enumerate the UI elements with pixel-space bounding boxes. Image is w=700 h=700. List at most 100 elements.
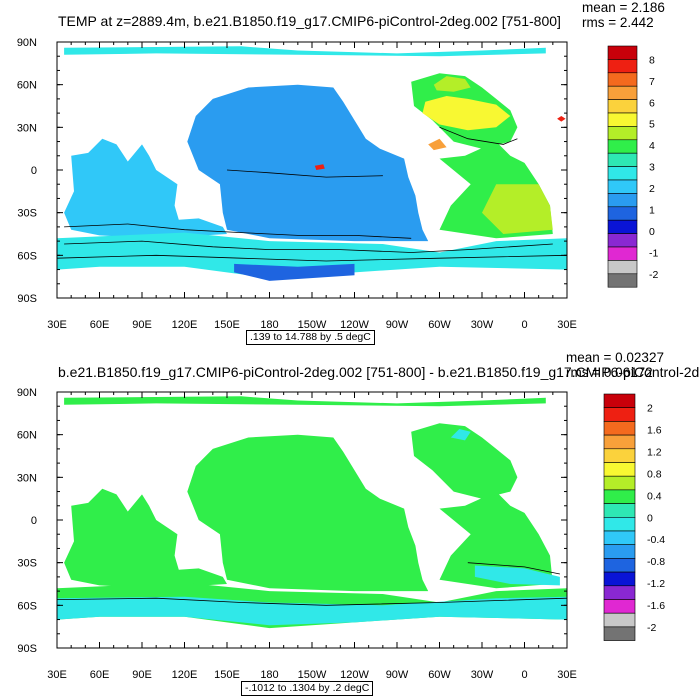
labrador-sea [450,429,471,441]
lat-tick-label: 0 [31,165,37,177]
colorbar-swatch [607,166,638,181]
arctic-ocean [64,396,546,407]
southern-ocean-cool [57,596,567,626]
lon-tick-label: 60E [90,669,110,681]
axis-ticks: 30E 60E 90E 120E 150E 180 150W 120W 90W 60W 30W 0 30… [17,37,577,331]
colorbar-label: 0.4 [647,490,662,502]
colorbar-label: 0 [647,512,653,524]
lat-tick-label: 90S [17,293,37,305]
lon-tick-label: 0 [521,669,527,681]
deep-water-patch [234,263,355,281]
lat-tick-label: 60N [17,430,37,442]
colorbar-swatch [607,72,638,87]
lon-tick-label: 180 [260,669,278,681]
axis-ticks: 30E 60E 90E 120E 150E 180 150W 120W 90W 60W 30W 0 30… [17,387,577,681]
rms-value: rms = 0.06172 [566,365,653,380]
colorbar-label: 5 [649,119,655,131]
contour-line [56,254,568,262]
colorbar-swatch [603,503,636,518]
north-atlantic [411,423,518,499]
lat-tick-label: 60S [17,600,37,612]
colorbar-swatch [603,434,636,450]
lat-tick-label: 30S [17,558,37,570]
lon-tick-label: 90W [386,669,409,681]
stats-block: mean = 0.02327 rms = 0.06172 [566,350,664,380]
lat-tick-label: 30N [17,122,37,134]
colorbar-swatch [603,599,636,614]
colorbar-label: 3 [649,162,655,174]
colorbar-swatch [603,612,636,628]
lat-tick-label: 60S [17,250,37,262]
lat-tick-label: 60N [17,80,37,92]
lon-tick-label: 90W [386,319,409,331]
map-area [56,46,568,281]
lon-tick-label: 120W [340,319,369,331]
lon-tick-label: 150W [298,669,327,681]
southern-ocean [57,232,567,279]
colorbar-swatch [607,126,638,141]
colorbar-swatch [607,112,638,127]
lat-tick-label: 90S [17,643,37,655]
colorbar-swatch [607,246,638,261]
colorbar-swatch [607,233,638,248]
colorbar-swatch [607,59,638,74]
colorbar-swatch [607,193,638,208]
colorbar-swatch [603,448,636,463]
panel-temperature-map: TEMP at z=2889.4m, b.e21.B1850.f19_g17.C… [17,0,665,345]
colorbar-swatch [603,544,636,559]
colorbar-swatch [607,152,638,167]
mean-value: mean = 0.02327 [566,350,664,365]
colorbar-label: -2 [647,622,656,634]
colorbar-label: 2 [647,403,653,415]
colorbar-label: 6 [649,97,655,109]
colorbar-swatch [603,530,636,545]
colorbar-swatch [603,421,636,436]
map-area [56,396,568,629]
lon-tick-label: 30W [471,319,494,331]
colorbar-swatch [607,85,638,100]
colorbar-swatch [603,558,636,573]
colorbar-swatch [607,139,638,154]
colorbar-swatch [603,407,636,422]
lon-tick-label: 60W [428,319,451,331]
colorbar: 8 7 6 5 4 3 2 1 0 -1 -2 [607,45,658,288]
indian-ocean [64,488,227,589]
colorbar-label: 0.8 [647,468,662,480]
colorbar-label: -0.8 [647,556,665,568]
panel-title: TEMP at z=2889.4m, b.e21.B1850.f19_g17.C… [58,13,561,29]
colorbar-label: 8 [649,54,655,66]
labrador-sea [433,76,471,92]
colorbar-swatch [607,99,638,114]
lon-tick-label: 90E [132,319,152,331]
contour-line [226,169,383,178]
contour-line [439,126,518,145]
lon-tick-label: 150W [298,319,327,331]
colorbar-swatch [607,206,638,221]
colorbar-label: 7 [649,76,655,88]
colorbar-swatch [603,626,636,641]
colorbar-label: 0 [649,226,655,238]
colorbar-swatch [607,179,638,194]
panel-title: b.e21.B1850.f19_g17.CMIP6-piControl-2deg… [58,364,700,380]
lat-tick-label: 90N [17,387,37,399]
mediterranean-spot [557,116,566,122]
map-canvas: 2 1.6 1.2 0.8 0.4 0 -0.4 -0.8 -1.2 -1.6 -2 30E 60E 9… [17,387,665,681]
colorbar-swatch [607,219,638,234]
north-atlantic-warm [422,96,511,131]
colorbar: 2 1.6 1.2 0.8 0.4 0 -0.4 -0.8 -1.2 -1.6 -2 [603,393,665,641]
colorbar-swatch [603,475,636,491]
south-atlantic-band [474,565,560,586]
contour-range-label: -.1012 to .1304 by .2 degC [241,681,374,696]
colorbar-swatch [603,393,636,408]
colorbar-label: -0.4 [647,534,665,546]
caribbean-spot [428,138,447,151]
colorbar-swatch [603,585,636,600]
colorbar-swatch [607,273,638,288]
colorbar-label: 1 [649,204,655,216]
colorbar-swatch [603,462,636,477]
colorbar-swatch [603,571,636,587]
colorbar-label: -1.2 [647,578,665,590]
lat-tick-label: 30S [17,208,37,220]
colorbar-label: 1.6 [647,425,662,437]
atlantic-mid-band [482,184,553,234]
